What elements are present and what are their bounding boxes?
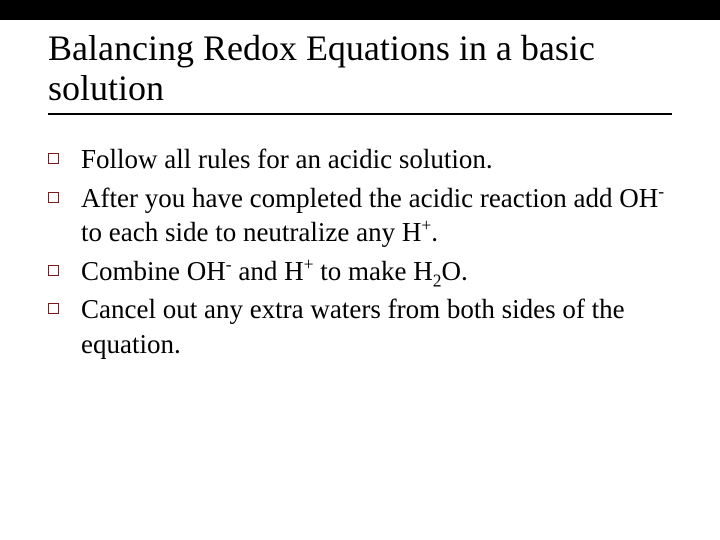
square-bullet-icon [48,265,59,276]
bullet-text: After you have completed the acidic reac… [81,181,672,250]
bullet-text: Cancel out any extra waters from both si… [81,292,672,361]
square-bullet-icon [48,192,59,203]
title-block: Balancing Redox Equations in a basic sol… [48,28,672,115]
slide: Balancing Redox Equations in a basic sol… [0,0,720,540]
list-item: Combine OH- and H+ to make H2O. [48,254,672,289]
list-item: After you have completed the acidic reac… [48,181,672,250]
bullet-text: Combine OH- and H+ to make H2O. [81,254,672,289]
square-bullet-icon [48,153,59,164]
list-item: Follow all rules for an acidic solution. [48,142,672,177]
list-item: Cancel out any extra waters from both si… [48,292,672,361]
bullet-text: Follow all rules for an acidic solution. [81,142,672,177]
slide-title: Balancing Redox Equations in a basic sol… [48,28,672,109]
bullet-list: Follow all rules for an acidic solution.… [48,142,672,365]
top-accent-bar [0,0,720,20]
square-bullet-icon [48,303,59,314]
